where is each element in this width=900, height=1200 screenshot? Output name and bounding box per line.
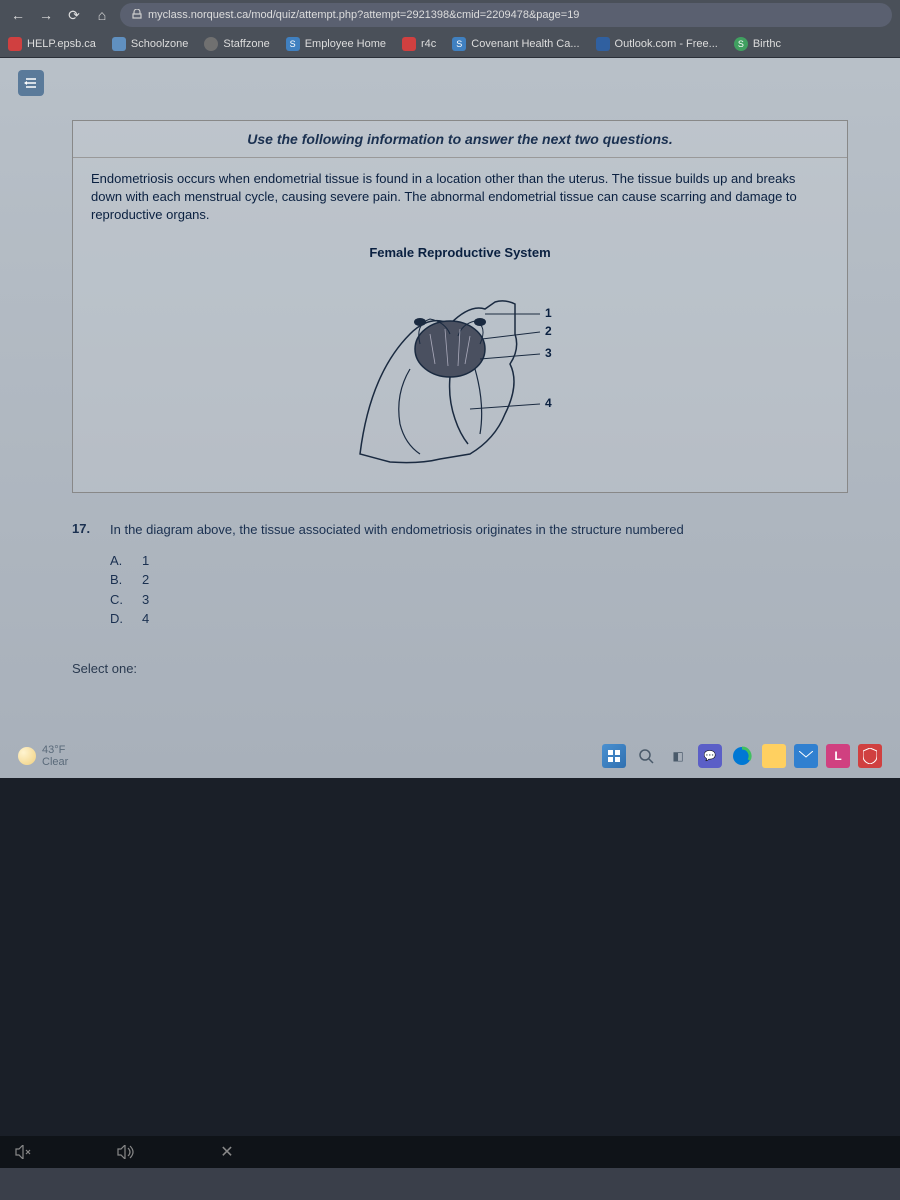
quiz-nav-toggle[interactable]	[18, 70, 44, 96]
option-value: 4	[142, 609, 149, 629]
security-icon[interactable]	[858, 744, 882, 768]
start-icon[interactable]	[602, 744, 626, 768]
bookmark-item[interactable]: S Birthc	[734, 37, 781, 51]
bookmark-label: HELP.epsb.ca	[27, 38, 96, 50]
weather-condition: Clear	[42, 756, 68, 768]
diagram-label-1: 1	[545, 306, 552, 320]
option-row: A. 1	[110, 551, 848, 571]
question-text: In the diagram above, the tissue associa…	[110, 521, 848, 539]
phone-dock: ✕	[0, 1136, 900, 1168]
option-letter: A.	[110, 551, 128, 571]
browser-toolbar: ← → ⟳ ⌂ myclass.norquest.ca/mod/quiz/att…	[0, 0, 900, 30]
windows-taskbar: ◧ 💬 L	[602, 744, 882, 768]
bookmark-item[interactable]: Schoolzone	[112, 37, 189, 51]
option-letter: B.	[110, 570, 128, 590]
volume-down-icon[interactable]	[12, 1141, 34, 1163]
bookmark-item[interactable]: HELP.epsb.ca	[8, 37, 96, 51]
question-block: 17. In the diagram above, the tissue ass…	[72, 511, 848, 639]
weather-widget[interactable]: 43°F Clear	[18, 744, 68, 768]
bookmark-item[interactable]: Staffzone	[204, 37, 269, 51]
address-bar[interactable]: myclass.norquest.ca/mod/quiz/attempt.php…	[120, 3, 892, 27]
bookmark-label: Birthc	[753, 38, 781, 50]
page-content: Use the following information to answer …	[0, 58, 900, 778]
bookmark-label: Covenant Health Ca...	[471, 38, 579, 50]
diagram-title: Female Reproductive System	[73, 245, 847, 260]
bookmark-label: Employee Home	[305, 38, 386, 50]
bookmark-item[interactable]: S Covenant Health Ca...	[452, 37, 579, 51]
back-button[interactable]: ←	[8, 5, 28, 25]
option-letter: D.	[110, 609, 128, 629]
bookmarks-bar: HELP.epsb.ca Schoolzone Staffzone S Empl…	[0, 30, 900, 58]
bookmark-favicon: S	[734, 37, 748, 51]
option-row: C. 3	[110, 590, 848, 610]
question-number: 17.	[72, 521, 96, 539]
close-icon[interactable]: ✕	[216, 1141, 238, 1163]
bookmark-item[interactable]: S Employee Home	[286, 37, 386, 51]
sun-icon	[18, 747, 36, 765]
info-header: Use the following information to answer …	[73, 121, 847, 158]
bookmark-label: r4c	[421, 38, 436, 50]
explorer-icon[interactable]	[762, 744, 786, 768]
answer-options: A. 1 B. 2 C. 3 D. 4	[110, 551, 848, 629]
bookmark-favicon	[112, 37, 126, 51]
lock-icon	[132, 9, 142, 22]
edge-icon[interactable]	[730, 744, 754, 768]
chat-icon[interactable]: 💬	[698, 744, 722, 768]
option-row: D. 4	[110, 609, 848, 629]
option-value: 1	[142, 551, 149, 571]
search-icon[interactable]	[634, 744, 658, 768]
task-view-icon[interactable]: ◧	[666, 744, 690, 768]
bookmark-favicon: S	[286, 37, 300, 51]
diagram-container: 1 2 3 4	[73, 268, 847, 492]
option-value: 3	[142, 590, 149, 610]
bookmark-favicon: S	[452, 37, 466, 51]
bookmark-item[interactable]: Outlook.com - Free...	[596, 37, 718, 51]
forward-button[interactable]: →	[36, 5, 56, 25]
reload-button[interactable]: ⟳	[64, 5, 84, 25]
bookmark-favicon	[402, 37, 416, 51]
option-value: 2	[142, 570, 149, 590]
bookmark-label: Staffzone	[223, 38, 269, 50]
mail-icon[interactable]	[794, 744, 818, 768]
bookmark-item[interactable]: r4c	[402, 37, 436, 51]
diagram-label-4: 4	[545, 396, 552, 410]
volume-up-icon[interactable]	[114, 1141, 136, 1163]
bookmark-favicon	[204, 37, 218, 51]
bookmark-label: Outlook.com - Free...	[615, 38, 718, 50]
bookmark-label: Schoolzone	[131, 38, 189, 50]
diagram-label-2: 2	[545, 324, 552, 338]
anatomy-diagram: 1 2 3 4	[320, 274, 600, 474]
quiz-info-panel: Use the following information to answer …	[72, 120, 848, 493]
option-row: B. 2	[110, 570, 848, 590]
desk-surface: ✕	[0, 778, 900, 1168]
info-text: Endometriosis occurs when endometrial ti…	[73, 158, 847, 237]
url-text: myclass.norquest.ca/mod/quiz/attempt.php…	[148, 9, 579, 21]
weather-temp: 43°F	[42, 744, 68, 756]
bookmark-favicon	[8, 37, 22, 51]
select-one-prompt: Select one:	[72, 661, 848, 676]
bookmark-favicon	[596, 37, 610, 51]
diagram-label-3: 3	[545, 346, 552, 360]
app-icon[interactable]: L	[826, 744, 850, 768]
option-letter: C.	[110, 590, 128, 610]
home-button[interactable]: ⌂	[92, 5, 112, 25]
